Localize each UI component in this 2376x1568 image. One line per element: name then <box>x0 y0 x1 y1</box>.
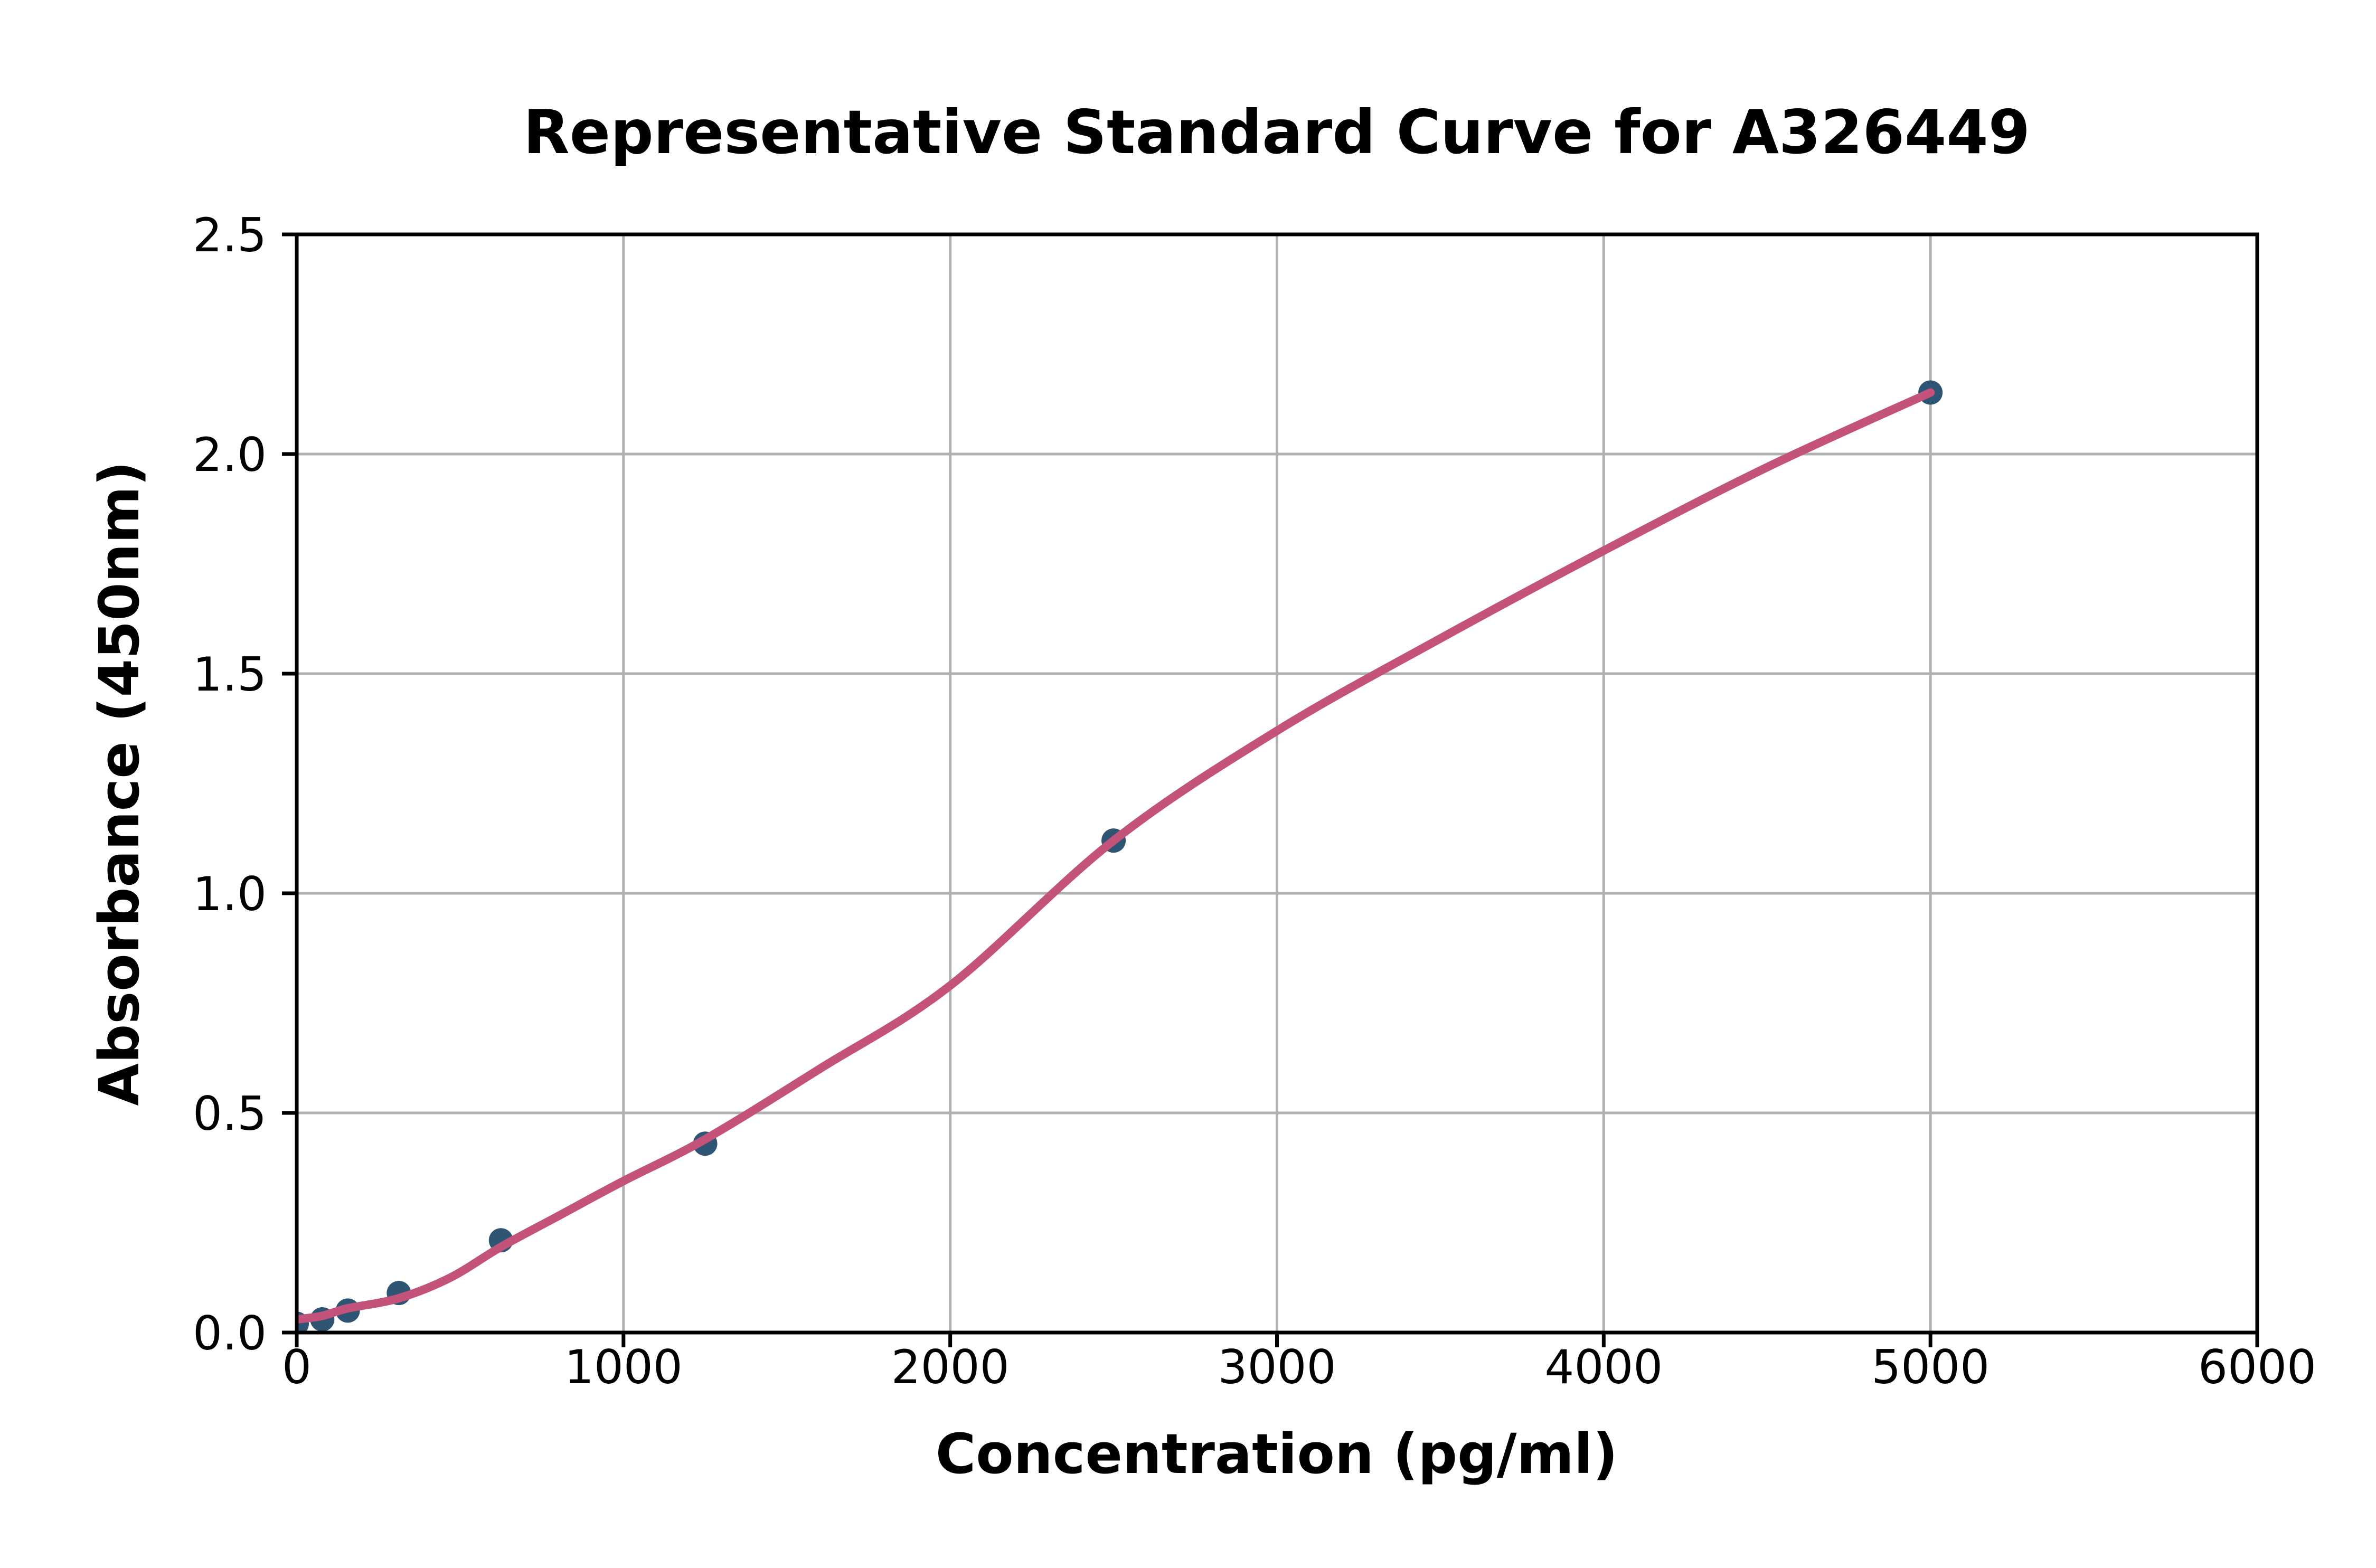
y-tick-label: 2.0 <box>193 428 267 482</box>
fit-curve-line <box>297 388 1935 1324</box>
y-tick-label: 2.5 <box>193 208 267 262</box>
x-tick-label: 0 <box>282 1340 312 1394</box>
x-tick-label: 5000 <box>1871 1340 1990 1394</box>
y-tick-label: 1.0 <box>193 867 267 921</box>
y-tick-label: 1.5 <box>193 647 267 702</box>
x-tick-label: 4000 <box>1544 1340 1663 1394</box>
tick-labels: 0 1000 2000 3000 4000 5000 6000 0.0 0.5 1.0 1.5 2.0… <box>193 208 2316 1394</box>
plot-frame <box>295 232 2259 1335</box>
plot-area <box>297 380 1943 1333</box>
chart-title: Representative Standard Curve for A32644… <box>523 97 2030 167</box>
x-axis-label: Concentration (pg/ml) <box>936 1422 1618 1486</box>
y-axis-label: Absorbance (450nm) <box>87 461 152 1106</box>
grid-lines <box>297 234 2257 1333</box>
x-tick-label: 1000 <box>564 1340 683 1394</box>
x-tick-label: 3000 <box>1218 1340 1336 1394</box>
axis-ticks <box>282 232 2259 1347</box>
x-tick-label: 6000 <box>2198 1340 2316 1394</box>
y-tick-label: 0.5 <box>193 1087 267 1141</box>
y-tick-label: 0.0 <box>193 1306 267 1361</box>
x-tick-label: 2000 <box>891 1340 1010 1394</box>
